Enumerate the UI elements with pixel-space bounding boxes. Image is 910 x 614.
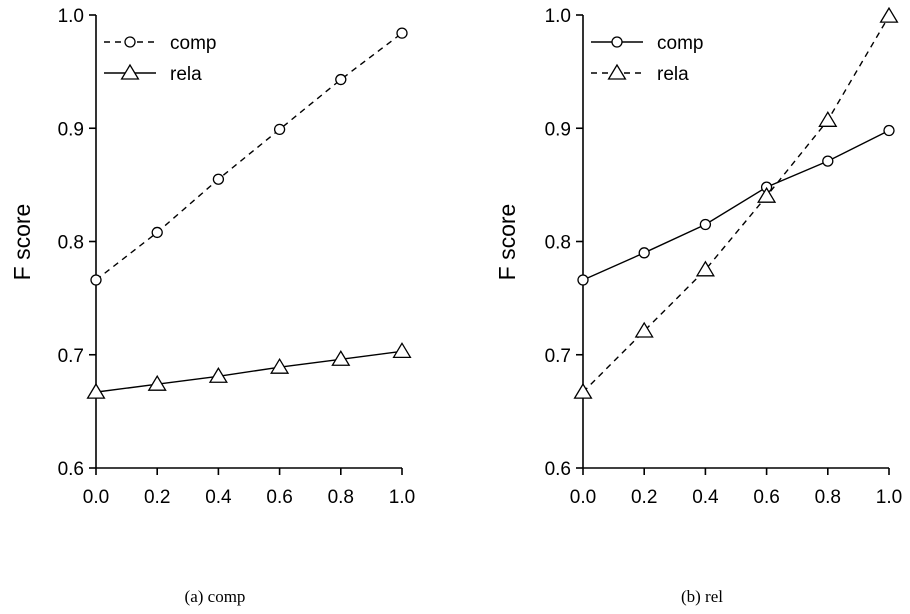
y-tick-label: 0.9	[545, 119, 571, 140]
data-point-comp	[151, 226, 163, 239]
legend-marker	[607, 63, 627, 80]
data-point-rela	[208, 367, 228, 383]
legend-label: comp	[657, 33, 703, 54]
chart-panel-rel: F score 0.6 0.7 0.8 0.9 1.0 0.0 0.2 0.4 0.6 0.8 1.…	[494, 6, 902, 606]
data-point-comp	[699, 218, 712, 231]
series-group	[86, 27, 412, 399]
x-tick-label: 0.4	[692, 487, 719, 508]
series-line-comp	[95, 32, 403, 281]
data-point-rela	[818, 111, 838, 127]
legend-item-comp: comp	[104, 33, 216, 54]
axes	[582, 15, 889, 469]
data-point-comp	[577, 274, 589, 286]
data-point-rela	[147, 374, 167, 391]
series-line-rela	[582, 15, 890, 393]
series-line-rela	[95, 350, 403, 393]
x-tick-label: 0.8	[815, 487, 841, 508]
y-tick-label: 0.8	[545, 233, 571, 254]
series-rela	[573, 6, 899, 399]
x-tick-label: 0.6	[266, 487, 292, 508]
y-tick-label: 0.7	[58, 346, 84, 367]
axes	[95, 15, 402, 469]
y-tick-label: 0.6	[545, 459, 571, 480]
data-point-comp	[212, 173, 225, 185]
data-point-rela	[695, 260, 715, 277]
series-line-comp	[582, 129, 890, 281]
x-tick-label: 0.2	[144, 487, 170, 508]
y-tick-label: 1.0	[545, 6, 571, 27]
legend: comp rela	[591, 33, 703, 85]
x-tick-label: 0.2	[631, 487, 657, 508]
y-tick-label: 0.8	[58, 233, 84, 254]
data-point-rela	[879, 6, 899, 23]
legend-label: comp	[170, 33, 216, 54]
legend-label: rela	[170, 64, 202, 85]
series-group	[573, 6, 899, 399]
x-tick-label: 0.0	[570, 487, 596, 508]
legend-marker	[124, 36, 136, 48]
data-point-rela	[86, 382, 106, 399]
data-point-rela	[634, 321, 654, 338]
y-tick-label: 1.0	[58, 6, 84, 27]
x-tick-label: 0.4	[205, 487, 232, 508]
y-tick-label: 0.7	[545, 346, 571, 367]
data-point-comp	[883, 124, 895, 137]
chart-panel-comp: F score 0.6 0.7 0.8 0.9 1.0 0.0 0.2 0.4 0.6 0.8 1.…	[9, 6, 415, 606]
legend-item-comp: comp	[591, 33, 703, 54]
data-point-rela	[392, 342, 412, 359]
y-axis-label: F score	[494, 204, 520, 281]
ticks: 0.6 0.7 0.8 0.9 1.0 0.0 0.2 0.4 0.6 0.8 1.0	[545, 6, 903, 508]
ticks: 0.6 0.7 0.8 0.9 1.0 0.0 0.2 0.4 0.6 0.8 1.0	[58, 6, 416, 508]
data-point-rela	[757, 186, 777, 203]
legend-label: rela	[657, 64, 689, 85]
data-point-comp	[335, 73, 347, 86]
legend: comp rela	[104, 33, 216, 85]
data-point-comp	[638, 247, 650, 259]
data-point-rela	[331, 350, 351, 366]
data-point-comp	[90, 274, 102, 286]
x-tick-label: 1.0	[389, 487, 415, 508]
y-tick-label: 0.6	[58, 459, 84, 480]
x-tick-label: 0.6	[753, 487, 779, 508]
legend-marker	[611, 36, 623, 48]
data-point-comp	[396, 27, 408, 39]
series-comp	[90, 27, 408, 286]
panel-caption: (a) comp	[185, 587, 246, 606]
data-point-rela	[573, 382, 593, 399]
legend-item-rela: rela	[104, 63, 202, 85]
data-point-rela	[270, 357, 290, 374]
legend-marker	[120, 63, 140, 80]
data-point-comp	[273, 123, 286, 136]
series-comp	[577, 124, 895, 286]
y-axis-label: F score	[9, 204, 35, 281]
data-point-comp	[822, 155, 834, 167]
x-tick-label: 0.0	[83, 487, 109, 508]
series-rela	[86, 342, 412, 399]
legend-item-rela: rela	[591, 63, 689, 85]
panel-caption: (b) rel	[681, 587, 723, 606]
x-tick-label: 0.8	[328, 487, 354, 508]
y-tick-label: 0.9	[58, 119, 84, 140]
x-tick-label: 1.0	[876, 487, 902, 508]
